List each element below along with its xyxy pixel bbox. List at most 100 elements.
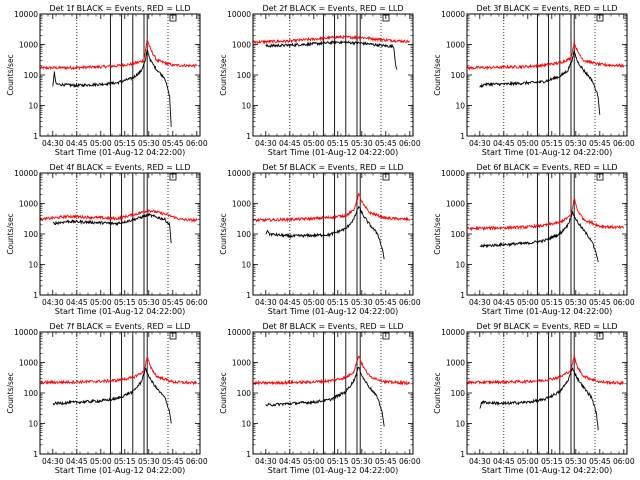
- y-tick-label: 100: [237, 230, 252, 239]
- x-tick-label: 04:30: [42, 298, 64, 307]
- x-axis-label: Start Time (01-Aug-12 04:22:00): [268, 148, 399, 157]
- y-tick-label: 10: [455, 420, 465, 429]
- x-tick-label: 06:00: [186, 298, 208, 307]
- chart-title: Det 4f BLACK = Events, RED = LLD: [49, 163, 190, 172]
- y-tick-label: 10: [455, 102, 465, 111]
- x-axis-label: Start Time (01-Aug-12 04:22:00): [482, 307, 613, 316]
- x-tick-label: 04:45: [493, 457, 515, 466]
- y-axis-label: Counts/sec: [433, 54, 442, 95]
- y-tick-label: 1000: [19, 359, 38, 368]
- y-tick-label: 10: [241, 420, 251, 429]
- x-tick-label: 05:45: [589, 298, 611, 307]
- x-tick-label: 05:00: [90, 298, 112, 307]
- y-tick-label: 1: [460, 132, 465, 141]
- black-series-line: [52, 48, 172, 127]
- y-tick-label: 1000: [446, 41, 465, 50]
- x-tick-label: 06:00: [399, 139, 421, 148]
- x-tick-label: 05:30: [565, 298, 587, 307]
- y-tick-label: 1000: [232, 41, 251, 50]
- plot-area: [253, 173, 411, 295]
- y-tick-label: 100: [451, 71, 466, 80]
- x-tick-label: 05:45: [162, 457, 184, 466]
- x-tick-label: 05:15: [327, 457, 349, 466]
- y-axis-label: Counts/sec: [433, 213, 442, 254]
- y-tick-label: 10: [241, 102, 251, 111]
- x-tick-label: 04:30: [255, 139, 277, 148]
- x-tick-label: 05:00: [517, 298, 539, 307]
- chart-title: Det 9f BLACK = Events, RED = LLD: [476, 322, 617, 331]
- y-tick-label: 10000: [227, 169, 251, 178]
- x-tick-label: 04:30: [469, 139, 491, 148]
- x-tick-label: 05:45: [162, 298, 184, 307]
- plot-area: [467, 332, 624, 454]
- y-axis-label: Counts/sec: [219, 213, 228, 254]
- x-tick-label: 05:45: [375, 298, 397, 307]
- x-axis-label: Start Time (01-Aug-12 04:22:00): [482, 148, 613, 157]
- y-tick-label: 10000: [14, 328, 38, 337]
- y-tick-label: 1: [33, 132, 38, 141]
- red-series-line: [467, 197, 625, 232]
- x-tick-label: 05:00: [303, 139, 325, 148]
- chart-title: Det 2f BLACK = Events, RED = LLD: [262, 4, 403, 13]
- y-tick-label: 10: [241, 261, 251, 270]
- y-tick-label: 10: [28, 102, 38, 111]
- y-tick-label: 1: [33, 291, 38, 300]
- x-axis-label: Start Time (01-Aug-12 04:22:00): [55, 148, 186, 157]
- chart-title: Det 6f BLACK = Events, RED = LLD: [476, 163, 617, 172]
- x-tick-label: 04:45: [66, 139, 88, 148]
- plot-area: [253, 14, 411, 136]
- red-series-line: [40, 37, 198, 71]
- plot-area: [253, 332, 411, 454]
- x-tick-label: 05:30: [351, 298, 373, 307]
- black-series-line: [52, 367, 172, 424]
- x-tick-label: 06:00: [399, 298, 421, 307]
- x-tick-label: 04:45: [279, 298, 301, 307]
- chart-title: Det 3f BLACK = Events, RED = LLD: [476, 4, 617, 13]
- chart-panel-6: Det 6f BLACK = Events, RED = LLD 1 10 100 10…: [433, 163, 635, 316]
- x-axis-label: Start Time (01-Aug-12 04:22:00): [268, 466, 399, 475]
- y-tick-label: 1: [246, 291, 251, 300]
- y-tick-label: 10000: [441, 169, 465, 178]
- x-tick-label: 04:45: [66, 298, 88, 307]
- x-axis-label: Start Time (01-Aug-12 04:22:00): [55, 466, 186, 475]
- plot-area: [40, 173, 198, 295]
- x-tick-label: 05:30: [138, 139, 160, 148]
- black-series-line: [479, 50, 601, 115]
- x-tick-label: 05:00: [303, 298, 325, 307]
- black-series-line: [265, 40, 398, 70]
- x-tick-label: 05:15: [327, 298, 349, 307]
- chart-panel-4: Det 4f BLACK = Events, RED = LLD 1 10 100 10…: [6, 163, 208, 316]
- y-tick-label: 1: [460, 291, 465, 300]
- y-tick-label: 100: [451, 230, 466, 239]
- x-tick-label: 04:30: [255, 457, 277, 466]
- x-tick-label: 04:45: [66, 457, 88, 466]
- x-tick-label: 05:15: [541, 298, 563, 307]
- x-tick-label: 04:30: [469, 298, 491, 307]
- y-tick-label: 10: [455, 261, 465, 270]
- y-tick-label: 10000: [14, 169, 38, 178]
- y-tick-label: 10: [28, 261, 38, 270]
- x-tick-label: 04:45: [493, 139, 515, 148]
- y-axis-label: Counts/sec: [219, 54, 228, 95]
- red-series-line: [40, 355, 198, 386]
- x-tick-label: 06:00: [613, 139, 635, 148]
- chart-panel-3: Det 3f BLACK = Events, RED = LLD 1 10 100 10…: [433, 4, 635, 157]
- x-tick-label: 05:45: [375, 139, 397, 148]
- red-series-line: [467, 355, 624, 386]
- y-axis-label: Counts/sec: [6, 54, 15, 95]
- y-axis-label: Counts/sec: [433, 372, 442, 413]
- y-tick-label: 10000: [227, 10, 251, 19]
- black-series-line: [52, 212, 172, 244]
- x-axis-label: Start Time (01-Aug-12 04:22:00): [55, 307, 186, 316]
- x-tick-label: 04:45: [279, 457, 301, 466]
- chart-panel-5: Det 5f BLACK = Events, RED = LLD 1 10 100 10…: [219, 163, 421, 316]
- y-tick-label: 100: [24, 71, 39, 80]
- x-tick-label: 05:45: [162, 139, 184, 148]
- y-tick-label: 10000: [227, 328, 251, 337]
- y-tick-label: 10000: [441, 328, 465, 337]
- x-tick-label: 06:00: [613, 298, 635, 307]
- black-series-line: [265, 366, 385, 427]
- y-tick-label: 100: [24, 389, 39, 398]
- x-tick-label: 04:30: [42, 457, 64, 466]
- x-tick-label: 06:00: [613, 457, 635, 466]
